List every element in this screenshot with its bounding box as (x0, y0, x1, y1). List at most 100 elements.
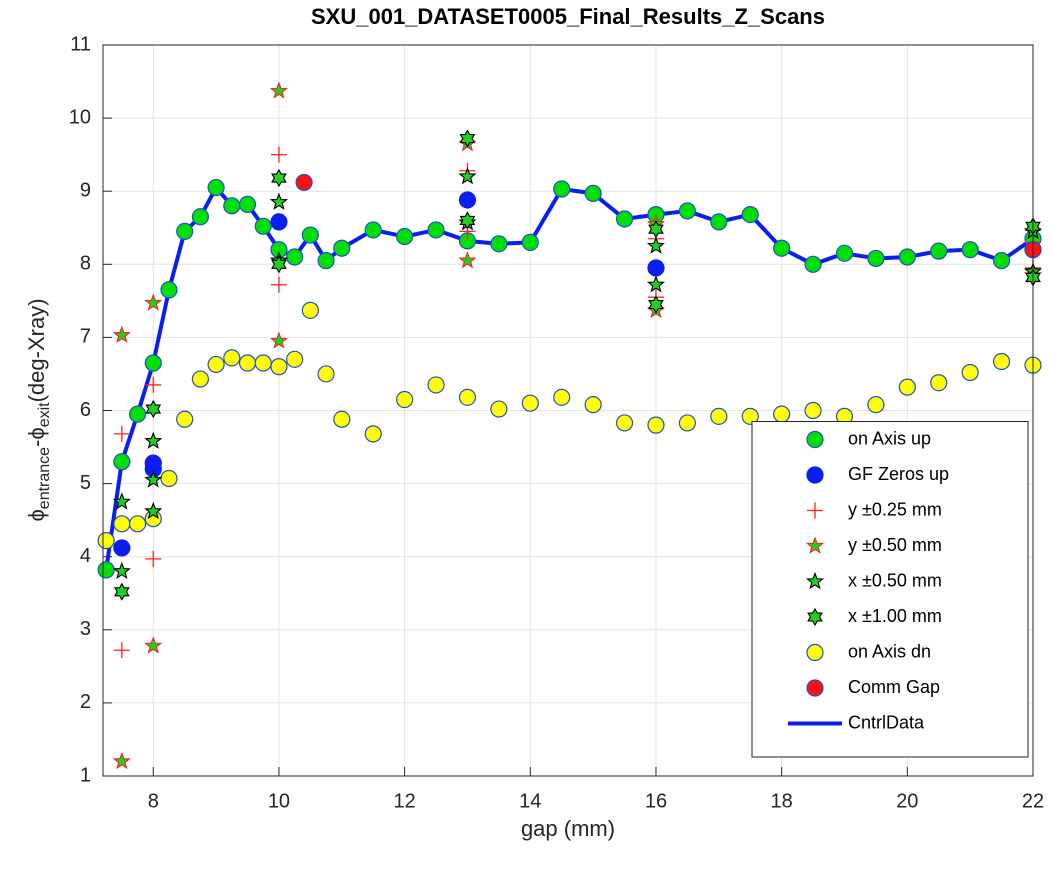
point (254, 354, 272, 372)
point (112, 561, 131, 580)
point (648, 220, 664, 239)
y-label-part: ϕ (24, 509, 49, 521)
point (145, 550, 162, 567)
point (271, 168, 287, 188)
point (113, 582, 130, 601)
legend: on Axis up GF Zeros up y ±0.25 mm y ±0.50 m… (751, 421, 1029, 758)
point (144, 293, 163, 311)
point (238, 195, 257, 213)
point (961, 363, 979, 382)
point (521, 233, 539, 251)
x-axis-label: gap (mm) (521, 816, 615, 841)
point (646, 275, 666, 293)
x-tick-label: 20 (896, 790, 918, 812)
point (553, 388, 571, 406)
point (333, 410, 351, 428)
point (867, 396, 885, 414)
chart-title: SXU_001_DATASET0005_Final_Results_Z_Scan… (311, 4, 825, 29)
point (238, 354, 257, 372)
point (396, 390, 414, 409)
x-tick-label: 22 (1022, 790, 1044, 812)
legend-label: on Axis dn (848, 641, 931, 661)
point (270, 276, 287, 293)
x-tick-label: 8 (148, 790, 159, 812)
point (427, 221, 445, 239)
legend-box (751, 421, 1029, 758)
point (176, 410, 194, 428)
x-tick-label: 16 (645, 790, 667, 812)
point (223, 197, 241, 215)
point (113, 453, 131, 471)
point (678, 202, 696, 220)
point (458, 251, 477, 269)
legend-marker (805, 536, 825, 554)
point (615, 414, 634, 432)
legend-marker (806, 466, 824, 484)
point (207, 355, 225, 374)
point (160, 469, 178, 488)
point (710, 213, 728, 231)
point (270, 358, 288, 376)
point (364, 425, 382, 443)
point (270, 146, 287, 163)
point (867, 249, 885, 268)
y-tick-label: 4 (80, 545, 91, 567)
y-tick-label: 6 (80, 399, 91, 421)
x-tick-label: 10 (268, 790, 290, 812)
point (269, 192, 289, 210)
y-tick-label: 8 (80, 253, 91, 275)
point (145, 399, 162, 419)
point (144, 636, 163, 654)
point (160, 281, 178, 299)
y-label-part: (deg-Xray) (24, 298, 49, 402)
point (961, 241, 979, 259)
point (364, 221, 382, 239)
point (648, 295, 664, 314)
y-tick-label: 11 (70, 33, 91, 55)
point (898, 378, 916, 396)
point (144, 470, 163, 488)
legend-label: y ±0.50 mm (848, 535, 942, 555)
point (269, 331, 289, 349)
y-tick-label: 1 (80, 764, 91, 786)
legend-marker (806, 679, 824, 697)
point (295, 173, 313, 192)
point (427, 376, 445, 394)
y-tick-label: 3 (80, 618, 91, 640)
point (317, 365, 335, 383)
point (223, 349, 241, 367)
point (144, 431, 163, 449)
point (112, 492, 131, 510)
point (286, 350, 304, 368)
y-tick-label: 9 (80, 179, 91, 201)
x-tick-label: 14 (519, 790, 541, 812)
point (144, 501, 163, 520)
point (458, 388, 477, 406)
legend-label: Comm Gap (848, 677, 940, 697)
point (678, 414, 696, 432)
point (144, 354, 162, 372)
point (113, 425, 130, 442)
point (521, 394, 539, 412)
point (710, 407, 728, 425)
point (317, 252, 335, 270)
point (333, 239, 351, 257)
axes-box (102, 44, 1034, 777)
y-label-sub: exit (36, 402, 53, 427)
point (113, 515, 131, 533)
point (112, 751, 131, 770)
x-tick-label: 12 (393, 790, 415, 812)
y-tick-label: 7 (80, 326, 91, 348)
point (191, 370, 209, 388)
point (930, 242, 948, 260)
point (128, 405, 147, 423)
legend-label: on Axis up (848, 428, 931, 448)
point (773, 239, 791, 257)
point (553, 180, 571, 198)
point (176, 222, 194, 241)
point (898, 248, 916, 266)
point (646, 236, 666, 254)
point (584, 396, 602, 414)
y-axis-label: ϕentrance-ϕexit(deg-Xray) (24, 298, 53, 521)
point (992, 252, 1011, 270)
